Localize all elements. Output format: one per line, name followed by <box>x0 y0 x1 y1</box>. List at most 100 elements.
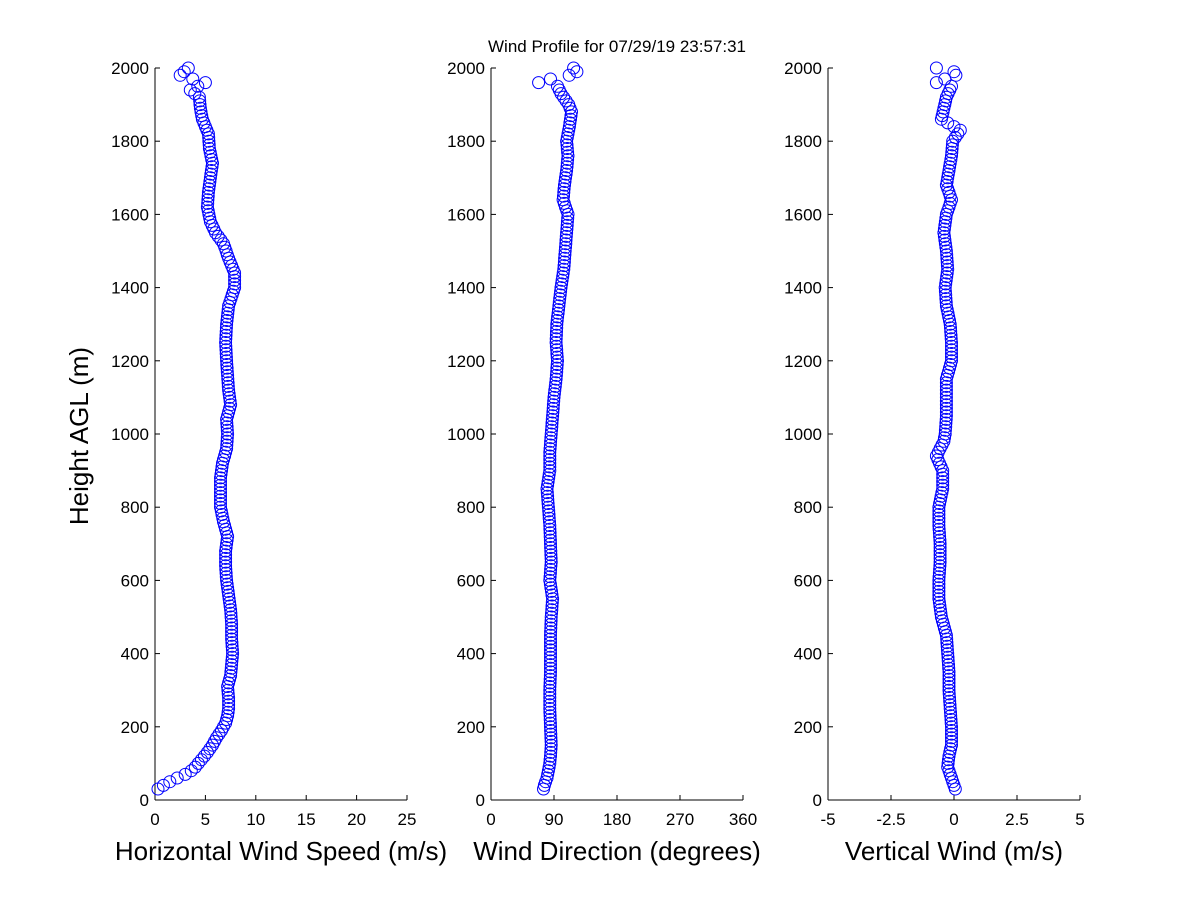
y-tick-label: 1400 <box>111 279 149 298</box>
y-tick-label: 1400 <box>447 279 485 298</box>
data-point <box>543 577 557 591</box>
data-point <box>186 72 200 86</box>
data-point <box>560 138 574 152</box>
data-point <box>228 277 242 291</box>
data-point <box>220 354 234 368</box>
data-point <box>544 544 558 558</box>
data-point <box>177 65 191 79</box>
data-point <box>204 167 218 181</box>
data-point <box>932 581 946 595</box>
data-point <box>940 639 954 653</box>
data-point <box>933 551 947 565</box>
data-point <box>939 387 953 401</box>
data-point <box>932 566 946 580</box>
y-tick-label: 600 <box>794 571 822 590</box>
data-point <box>562 98 576 112</box>
y-tick-label: 1800 <box>447 132 485 151</box>
data-point <box>170 771 184 785</box>
y-tick-label: 400 <box>121 645 149 664</box>
data-point <box>542 511 556 525</box>
data-point <box>228 273 242 287</box>
data-point <box>202 182 216 196</box>
data-point <box>932 595 946 609</box>
data-point <box>544 724 558 737</box>
data-point <box>211 229 225 243</box>
data-point <box>543 573 557 587</box>
data-point <box>546 409 560 423</box>
data-point <box>551 79 564 93</box>
data-point <box>202 138 216 152</box>
data-point <box>549 368 563 382</box>
data-point <box>545 412 559 426</box>
data-point <box>938 218 952 232</box>
data-point <box>932 592 946 606</box>
x-axis-label-speed: Horizontal Wind Speed (m/s) <box>115 836 447 866</box>
data-point <box>938 215 952 229</box>
data-point <box>945 79 958 93</box>
data-point <box>544 665 557 679</box>
data-point <box>219 328 233 342</box>
x-tick-label: 180 <box>603 810 631 829</box>
data-point <box>938 281 952 295</box>
data-point <box>933 555 947 569</box>
data-point <box>545 588 559 602</box>
y-tick-label: 1000 <box>447 425 485 444</box>
data-point <box>550 361 564 375</box>
data-point <box>214 475 227 489</box>
data-point <box>220 420 234 434</box>
data-point <box>543 753 557 767</box>
data-point <box>543 756 557 770</box>
data-point <box>540 486 554 500</box>
data-point <box>940 636 954 650</box>
data-point <box>945 339 958 353</box>
data-point <box>544 541 558 554</box>
data-point <box>221 368 235 382</box>
data-point <box>564 109 578 123</box>
data-point <box>552 299 566 313</box>
y-tick-label: 400 <box>794 645 822 664</box>
data-point <box>543 460 557 474</box>
data-point <box>220 365 234 379</box>
data-point <box>556 266 570 280</box>
data-point <box>214 500 227 514</box>
data-point <box>939 420 953 434</box>
data-point <box>544 734 558 748</box>
data-point <box>939 277 953 291</box>
data-point <box>941 262 955 276</box>
data-point <box>220 431 234 445</box>
data-point <box>219 548 233 562</box>
data-point <box>936 475 950 489</box>
data-point <box>198 76 212 90</box>
data-point <box>191 79 205 93</box>
x-tick-label: 10 <box>246 810 265 829</box>
data-point <box>945 336 958 349</box>
data-point <box>203 171 217 185</box>
data-point <box>932 519 946 532</box>
data-point <box>947 120 961 134</box>
data-point <box>540 482 554 496</box>
data-point <box>550 350 564 364</box>
data-point <box>543 566 557 580</box>
data-point <box>543 464 557 478</box>
data-point <box>945 738 958 752</box>
data-point <box>545 416 559 430</box>
data-point <box>549 372 563 386</box>
data-point <box>943 694 957 708</box>
data-point <box>224 398 238 412</box>
data-point <box>544 636 557 650</box>
data-point <box>949 68 963 82</box>
data-point <box>929 76 943 90</box>
data-point <box>220 434 234 448</box>
data-point <box>550 325 563 338</box>
data-point <box>557 185 571 199</box>
data-point <box>206 738 219 752</box>
x-axis-label-vertical: Vertical Wind (m/s) <box>845 836 1063 866</box>
y-tick-label: 400 <box>457 645 485 664</box>
data-point <box>944 328 958 342</box>
data-point <box>228 281 242 295</box>
data-point <box>549 376 563 390</box>
data-point <box>937 229 951 243</box>
data-point <box>944 153 958 166</box>
y-axis-label: Height AGL (m) <box>64 347 94 525</box>
data-point <box>214 497 227 510</box>
